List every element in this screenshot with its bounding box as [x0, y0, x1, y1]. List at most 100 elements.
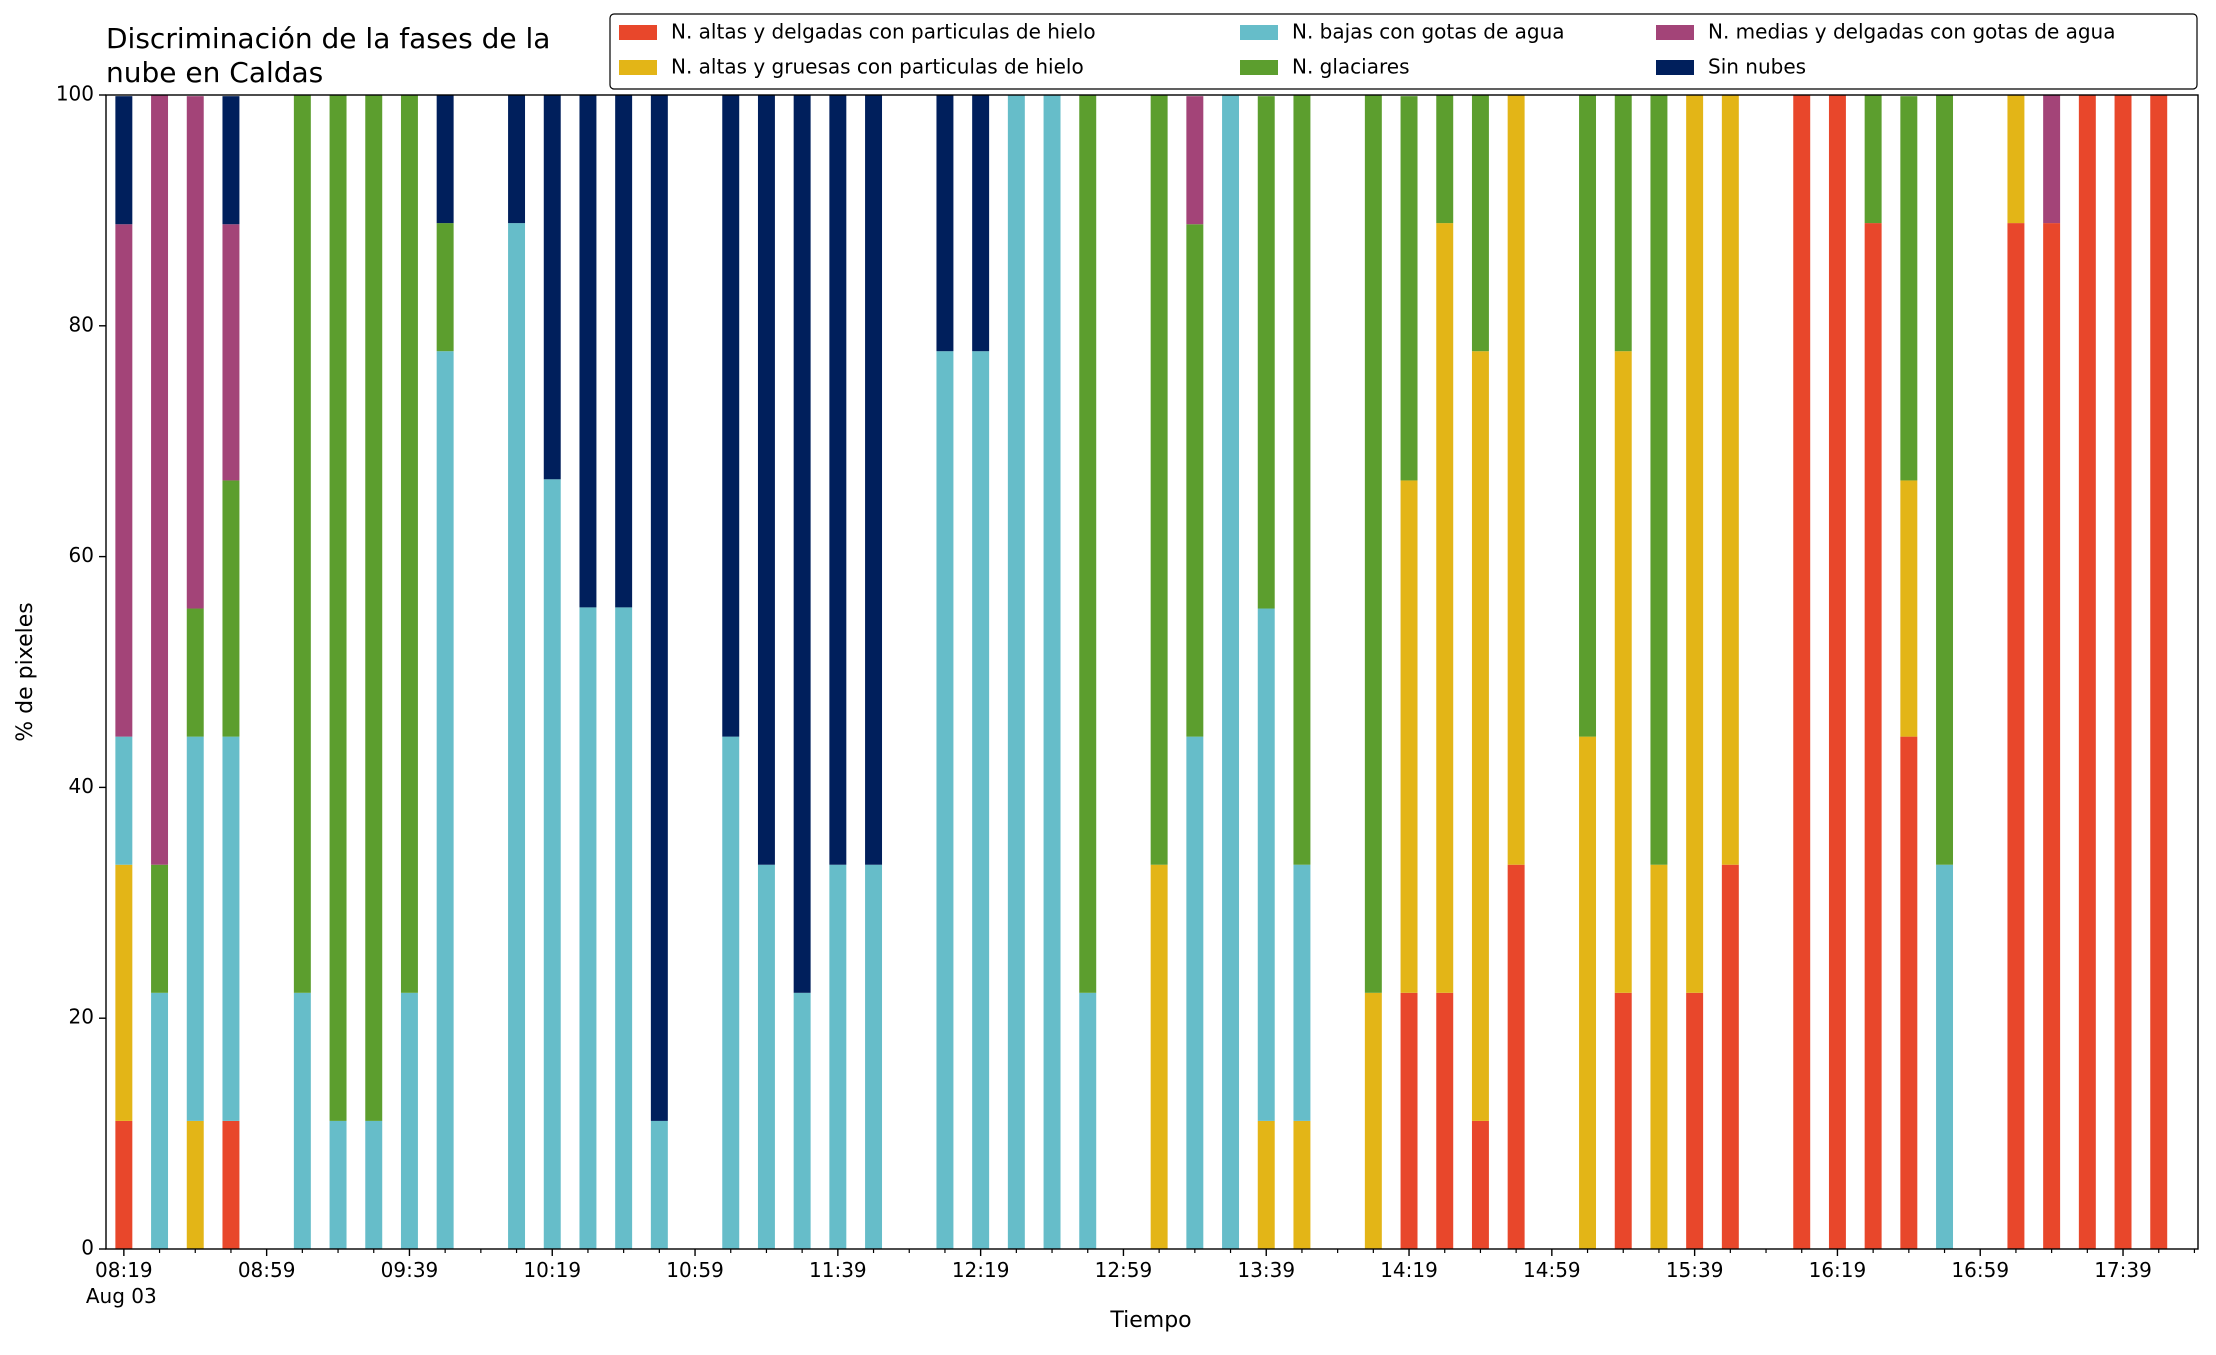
bar-segment [1222, 95, 1240, 1249]
bar-segment [400, 95, 418, 993]
bar-segment [222, 736, 240, 1121]
bar-segment [151, 864, 169, 993]
bar-segment [972, 95, 990, 352]
bar-segment [1293, 864, 1311, 1121]
bar-segment [757, 95, 775, 865]
bar-segment [1400, 992, 1418, 1249]
bar-segment [1900, 480, 1918, 737]
bar-segment [1436, 992, 1454, 1249]
legend-label: N. bajas con gotas de agua [1292, 20, 1565, 44]
bar-segment [1150, 95, 1168, 865]
x-tick-label: 09:39 [381, 1258, 439, 1282]
bar-segment [115, 224, 133, 737]
bar-segment [615, 607, 633, 1249]
bar-segment [1721, 95, 1739, 865]
x-tick-label: 08:19 [95, 1258, 153, 1282]
bar-segment [650, 1120, 668, 1249]
bar-segment [2007, 223, 2025, 1249]
bar-segment [329, 95, 347, 1121]
y-tick-label: 20 [69, 1005, 94, 1029]
bar-segment [115, 96, 133, 225]
bar-segment [1079, 95, 1097, 993]
legend-label: Sin nubes [1708, 55, 1806, 79]
bar-segment [1436, 223, 1454, 993]
bar-segment [293, 95, 311, 993]
legend-swatch [1656, 60, 1694, 75]
bar-segment [1864, 95, 1882, 224]
bar-segment [1650, 95, 1668, 865]
x-tick-label: 11:39 [809, 1258, 867, 1282]
legend-swatch [1656, 25, 1694, 40]
bar-segment [1150, 864, 1168, 1249]
bar-segment [793, 95, 811, 993]
bar-segment [508, 95, 526, 224]
bar-segment [1257, 1120, 1275, 1249]
bar-segment [1614, 95, 1632, 352]
bar-segment [579, 95, 597, 608]
bar-segment [151, 95, 169, 865]
legend-swatch [619, 60, 657, 75]
x-tick-label: 17:39 [2094, 1258, 2152, 1282]
bar-segment [1507, 864, 1525, 1249]
bar-segment [2150, 95, 2168, 1249]
bar-segment [186, 96, 204, 609]
bar-segment [829, 95, 847, 865]
bar-segment [1686, 992, 1704, 1249]
bar-segment [1186, 736, 1204, 1249]
bar-segment [650, 95, 668, 1121]
chart-title: Discriminación de la fases de la nube en … [106, 22, 550, 89]
legend: N. altas y delgadas con particulas de hi… [609, 13, 2198, 90]
x-tick-label: 12:19 [952, 1258, 1010, 1282]
bar-segment [865, 864, 883, 1249]
bar-segment [1293, 1120, 1311, 1249]
x-tick-label: 12:59 [1095, 1258, 1153, 1282]
x-tick-label: 14:59 [1523, 1258, 1581, 1282]
bar-segment [115, 1120, 133, 1249]
x-tick-label: 15:39 [1666, 1258, 1724, 1282]
plot-frame [105, 94, 2199, 1250]
y-axis-label: % de pixeles [13, 602, 38, 741]
bar-segment [1793, 95, 1811, 1249]
x-tick-date: Aug 03 [86, 1284, 157, 1308]
bar-segment [793, 992, 811, 1249]
bar-segment [1400, 96, 1418, 481]
bar-segment [1186, 224, 1204, 737]
bar-segment [1614, 992, 1632, 1249]
bar-segment [436, 223, 454, 352]
bar-segment [365, 1120, 383, 1249]
bar-segment [1507, 95, 1525, 865]
bar-segment [1043, 95, 1061, 1249]
bar-segment [1257, 96, 1275, 609]
bar-segment [436, 95, 454, 224]
bar-segment [222, 1120, 240, 1249]
y-tick-label: 40 [69, 774, 94, 798]
x-axis-label: Tiempo [1109, 1308, 1191, 1333]
bar-segment [115, 736, 133, 865]
bar-segment [1900, 96, 1918, 481]
legend-label: N. altas y delgadas con particulas de hi… [671, 20, 1096, 44]
x-tick-label: 14:19 [1380, 1258, 1438, 1282]
legend-swatch [1240, 60, 1278, 75]
bar-segment [1614, 351, 1632, 993]
legend-label: N. altas y gruesas con particulas de hie… [671, 55, 1084, 79]
bar-segment [972, 351, 990, 1249]
bar-segment [936, 95, 954, 352]
bar-segment [1721, 864, 1739, 1249]
bar-segment [579, 607, 597, 1249]
bar-segment [1936, 864, 1954, 1249]
bar-segment [2114, 95, 2132, 1249]
bar-segment [722, 95, 740, 737]
bar-segment [1007, 95, 1025, 1249]
bar-segment [151, 992, 169, 1249]
bar-segment [1079, 992, 1097, 1249]
bar-segment [436, 351, 454, 1249]
bar-segment [1257, 608, 1275, 1121]
bar-segment [293, 992, 311, 1249]
x-tick-label: 16:19 [1809, 1258, 1867, 1282]
bar-segment [2043, 95, 2061, 224]
x-tick-label: 08:59 [238, 1258, 296, 1282]
bar-segment [543, 479, 561, 1250]
x-tick-label: 13:39 [1237, 1258, 1295, 1282]
bar-segment [1900, 736, 1918, 1249]
